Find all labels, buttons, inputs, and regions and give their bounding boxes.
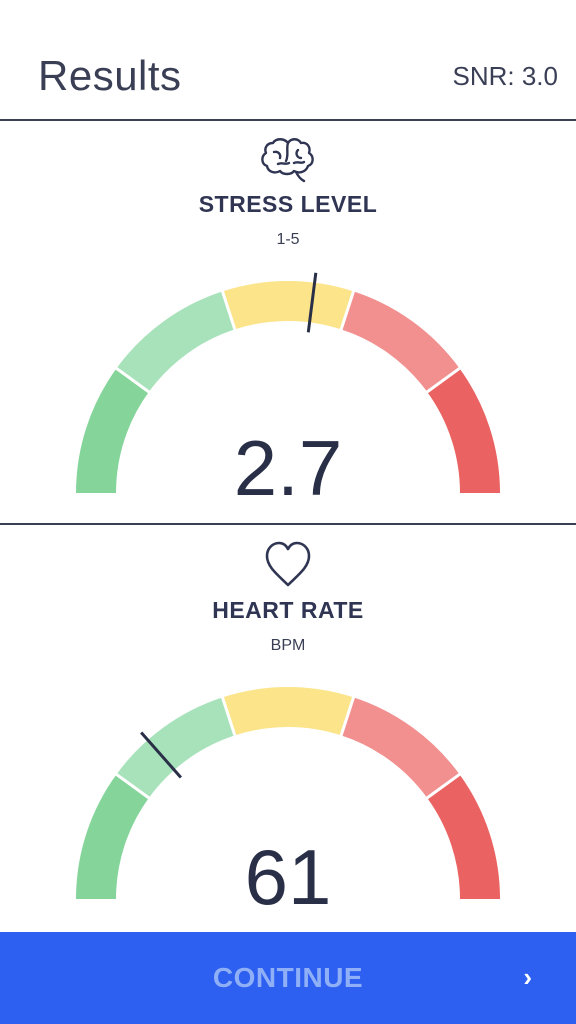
heart-rate-value: 61 xyxy=(244,833,332,921)
stress-gauge-segment-divider xyxy=(425,366,462,394)
heart-rate-section: HEART RATE BPM 61 xyxy=(0,527,576,932)
heart-rate-gauge-segment-5 xyxy=(426,774,500,900)
heart-rate-gauge-segment-divider xyxy=(339,695,356,737)
header: Results SNR: 3.0 xyxy=(0,0,576,121)
continue-button[interactable]: CONTINUE › xyxy=(0,932,576,1024)
stress-gauge-segment-divider xyxy=(339,289,356,331)
heart-rate-gauge xyxy=(76,687,500,900)
stress-level-label: STRESS LEVEL xyxy=(198,191,378,217)
heart-rate-gauge-needle xyxy=(140,731,182,779)
snr-readout: SNR: 3.0 xyxy=(452,61,559,91)
heart-rate-unit: BPM xyxy=(270,637,306,654)
heart-rate-gauge-segment-divider xyxy=(425,772,462,800)
stress-level-unit: 1-5 xyxy=(276,231,300,248)
stress-level-value: 2.7 xyxy=(233,424,343,512)
page-title: Results xyxy=(38,52,182,99)
stress-gauge-segment-1 xyxy=(76,368,150,494)
brain-icon xyxy=(261,138,314,183)
stress-level-section: STRESS LEVEL 1-5 2.7 xyxy=(0,123,576,525)
heart-rate-gauge-segment-4 xyxy=(340,697,460,799)
heart-rate-gauge-segment-divider xyxy=(114,772,151,800)
continue-label: CONTINUE xyxy=(212,962,364,993)
stress-gauge-needle xyxy=(306,272,318,333)
heart-rate-gauge-segment-2 xyxy=(116,697,236,799)
stress-gauge-segment-divider xyxy=(114,366,151,394)
stress-gauge xyxy=(76,272,500,494)
stress-gauge-segment-divider xyxy=(220,289,237,331)
heart-rate-label: HEART RATE xyxy=(212,597,364,623)
stress-gauge-segment-3 xyxy=(222,281,354,330)
stress-gauge-segment-5 xyxy=(426,368,500,494)
stress-gauge-segment-2 xyxy=(116,291,236,393)
heart-rate-gauge-segment-3 xyxy=(222,687,354,736)
heart-rate-gauge-segment-divider xyxy=(220,695,237,737)
stress-gauge-segment-4 xyxy=(340,291,460,393)
chevron-right-icon: › xyxy=(523,962,532,992)
heart-icon xyxy=(265,541,311,587)
heart-rate-gauge-segment-1 xyxy=(76,774,150,900)
